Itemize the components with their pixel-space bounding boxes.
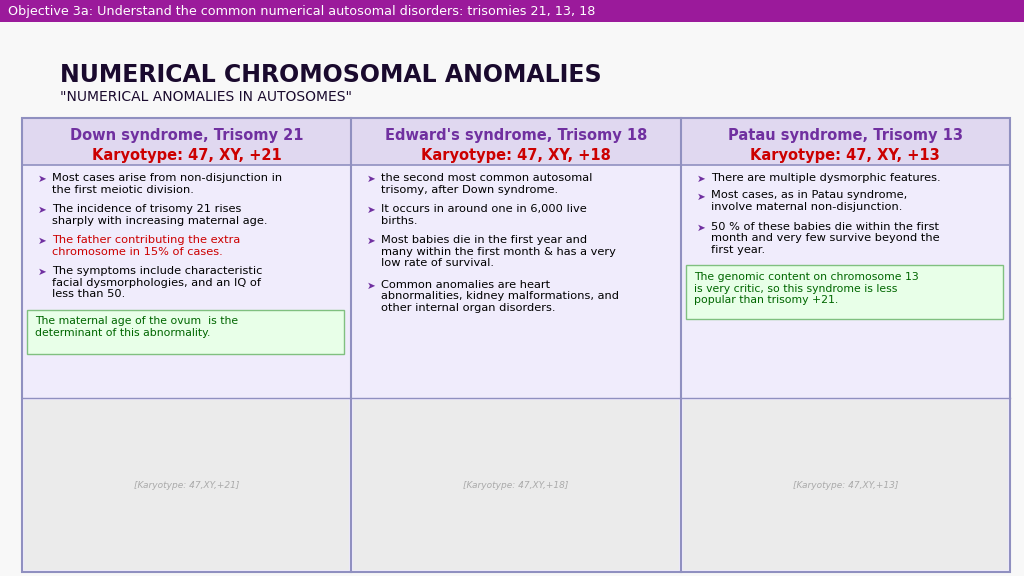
Text: Karyotype: 47, XY, +21: Karyotype: 47, XY, +21 <box>92 148 282 163</box>
Text: ➤: ➤ <box>38 236 47 246</box>
Text: ➤: ➤ <box>696 174 706 184</box>
Text: ➤: ➤ <box>368 236 376 246</box>
FancyBboxPatch shape <box>24 400 349 570</box>
Text: The maternal age of the ovum  is the
determinant of this abnormality.: The maternal age of the ovum is the dete… <box>35 316 239 338</box>
Text: [Karyotype: 47,XY,+21]: [Karyotype: 47,XY,+21] <box>134 480 240 490</box>
Ellipse shape <box>525 25 835 185</box>
Text: Karyotype: 47, XY, +13: Karyotype: 47, XY, +13 <box>751 148 940 163</box>
Text: The symptoms include characteristic
facial dysmorphologies, and an IQ of
less th: The symptoms include characteristic faci… <box>52 266 262 299</box>
Text: Most babies die in the first year and
many within the first month & has a very
l: Most babies die in the first year and ma… <box>381 235 616 268</box>
Text: 50 % of these babies die within the first
month and very few survive beyond the
: 50 % of these babies die within the firs… <box>711 222 939 255</box>
Text: Edward's syndrome, Trisomy 18: Edward's syndrome, Trisomy 18 <box>385 128 647 143</box>
Text: ➤: ➤ <box>38 205 47 215</box>
Text: the second most common autosomal
trisomy, after Down syndrome.: the second most common autosomal trisomy… <box>381 173 593 195</box>
Text: Objective 3a: Understand the common numerical autosomal disorders: trisomies 21,: Objective 3a: Understand the common nume… <box>8 6 595 18</box>
Text: ➤: ➤ <box>368 205 376 215</box>
Text: Most cases, as in Patau syndrome,
involve maternal non-disjunction.: Most cases, as in Patau syndrome, involv… <box>711 191 907 212</box>
Text: The genomic content on chromosome 13
is very critic, so this syndrome is less
po: The genomic content on chromosome 13 is … <box>693 272 919 305</box>
Text: ➤: ➤ <box>696 191 706 202</box>
FancyBboxPatch shape <box>351 165 681 572</box>
Text: ➤: ➤ <box>38 267 47 277</box>
Ellipse shape <box>692 16 907 154</box>
FancyBboxPatch shape <box>351 118 681 165</box>
FancyBboxPatch shape <box>681 165 1010 572</box>
Text: It occurs in around one in 6,000 live
births.: It occurs in around one in 6,000 live bi… <box>381 204 587 226</box>
Text: Common anomalies are heart
abnormalities, kidney malformations, and
other intern: Common anomalies are heart abnormalities… <box>381 279 620 313</box>
FancyBboxPatch shape <box>686 265 1002 319</box>
Text: Down syndrome, Trisomy 21: Down syndrome, Trisomy 21 <box>70 128 303 143</box>
FancyBboxPatch shape <box>683 400 1008 570</box>
FancyBboxPatch shape <box>0 0 1024 22</box>
Text: ➤: ➤ <box>696 222 706 233</box>
Text: There are multiple dysmorphic features.: There are multiple dysmorphic features. <box>711 173 940 183</box>
Text: Karyotype: 47, XY, +18: Karyotype: 47, XY, +18 <box>421 148 611 163</box>
Text: NUMERICAL CHROMOSOMAL ANOMALIES: NUMERICAL CHROMOSOMAL ANOMALIES <box>60 63 602 87</box>
FancyBboxPatch shape <box>0 22 1024 576</box>
Ellipse shape <box>0 90 70 210</box>
FancyBboxPatch shape <box>353 400 679 570</box>
Text: [Karyotype: 47,XY,+18]: [Karyotype: 47,XY,+18] <box>463 480 568 490</box>
Text: The incidence of trisomy 21 rises
sharply with increasing maternal age.: The incidence of trisomy 21 rises sharpl… <box>52 204 267 226</box>
Text: Patau syndrome, Trisomy 13: Patau syndrome, Trisomy 13 <box>728 128 963 143</box>
Text: "NUMERICAL ANOMALIES IN AUTOSOMES": "NUMERICAL ANOMALIES IN AUTOSOMES" <box>60 90 352 104</box>
Text: [Karyotype: 47,XY,+13]: [Karyotype: 47,XY,+13] <box>793 480 898 490</box>
Text: ➤: ➤ <box>368 281 376 290</box>
Text: ➤: ➤ <box>368 174 376 184</box>
Text: The father contributing the extra
chromosome in 15% of cases.: The father contributing the extra chromo… <box>52 235 241 256</box>
Text: Most cases arise from non-disjunction in
the first meiotic division.: Most cases arise from non-disjunction in… <box>52 173 283 195</box>
Text: ➤: ➤ <box>38 174 47 184</box>
FancyBboxPatch shape <box>681 118 1010 165</box>
FancyBboxPatch shape <box>22 165 351 572</box>
Ellipse shape <box>5 230 105 410</box>
FancyBboxPatch shape <box>27 309 344 354</box>
FancyBboxPatch shape <box>22 118 351 165</box>
